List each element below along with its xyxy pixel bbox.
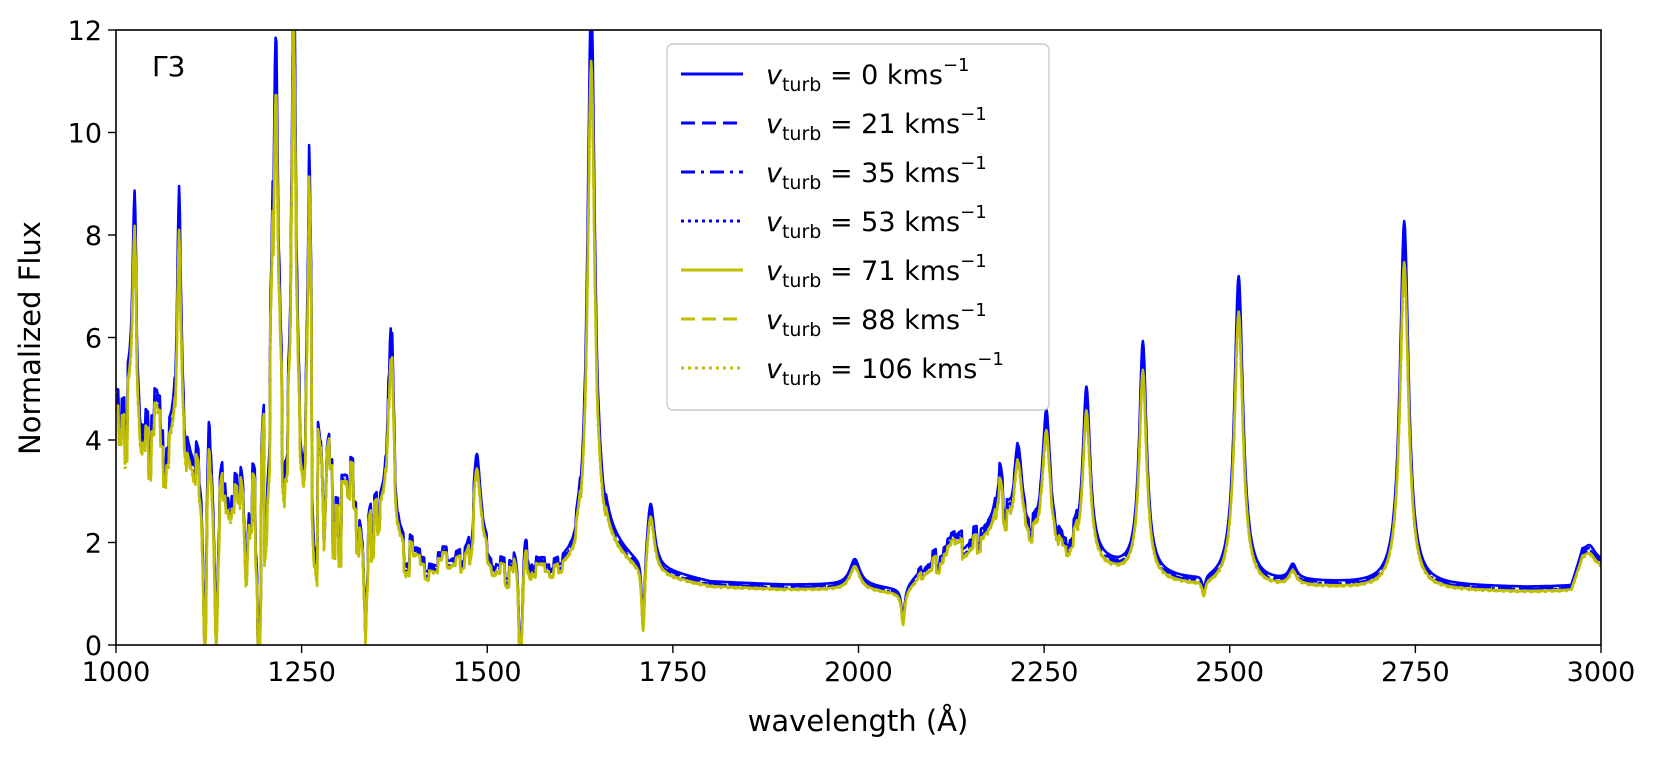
panel-label: Γ3 [152, 50, 185, 83]
x-tick-label: 1000 [82, 657, 151, 688]
legend-label-vturb-71: vturb = 71 kms−1 [766, 251, 987, 292]
legend-label-vturb-106: vturb = 106 kms−1 [766, 349, 1004, 390]
y-tick-label: 6 [85, 324, 102, 355]
legend-label-vturb-0: vturb = 0 kms−1 [766, 55, 969, 96]
series-layer [116, 30, 1601, 645]
x-tick-label: 1250 [267, 657, 336, 688]
legend: vturb = 0 kms−1 vturb = 21 kms−1 vturb = 3… [666, 43, 1050, 411]
y-axis-title: Normalized Flux [13, 221, 47, 455]
y-tick-label: 0 [85, 631, 102, 662]
y-axis: 0 2 4 6 8 10 12 [68, 16, 116, 662]
x-axis: 1000 1250 1500 1750 2000 2250 2500 2750 3000 [82, 645, 1636, 688]
y-tick-label: 2 [85, 529, 102, 560]
legend-label-vturb-21: vturb = 21 kms−1 [766, 104, 987, 145]
legend-label-vturb-88: vturb = 88 kms−1 [766, 300, 987, 341]
legend-label-vturb-35: vturb = 35 kms−1 [766, 153, 987, 194]
y-tick-label: 8 [85, 221, 102, 252]
x-tick-label: 2000 [824, 657, 893, 688]
x-tick-label: 2500 [1195, 657, 1264, 688]
x-tick-label: 1500 [453, 657, 522, 688]
legend-box [666, 43, 1050, 411]
legend-label-vturb-53: vturb = 53 kms−1 [766, 202, 987, 243]
x-tick-label: 3000 [1567, 657, 1636, 688]
x-tick-label: 2750 [1381, 657, 1450, 688]
x-axis-title: wavelength (Å) [748, 704, 969, 738]
series-line-vturb-71 [116, 30, 1601, 645]
y-tick-label: 12 [68, 16, 102, 47]
y-tick-label: 4 [85, 426, 102, 457]
x-tick-label: 1750 [639, 657, 708, 688]
x-tick-label: 2250 [1010, 657, 1079, 688]
y-tick-label: 10 [68, 119, 102, 150]
